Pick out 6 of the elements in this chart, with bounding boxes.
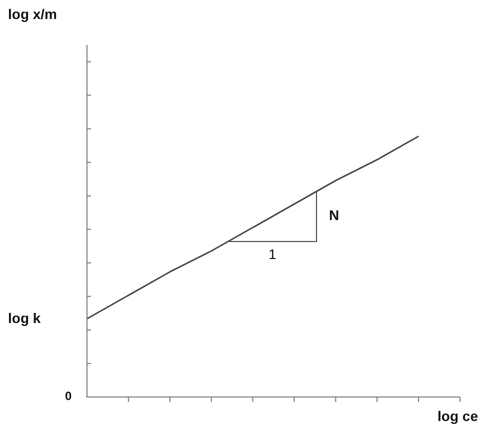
annotation: N <box>329 207 340 224</box>
x-axis-title: log ce <box>438 408 478 424</box>
text: log x/m <box>8 6 58 22</box>
annotation: 1 <box>268 246 276 262</box>
text: 0 <box>65 389 72 403</box>
text: log k <box>8 310 41 326</box>
